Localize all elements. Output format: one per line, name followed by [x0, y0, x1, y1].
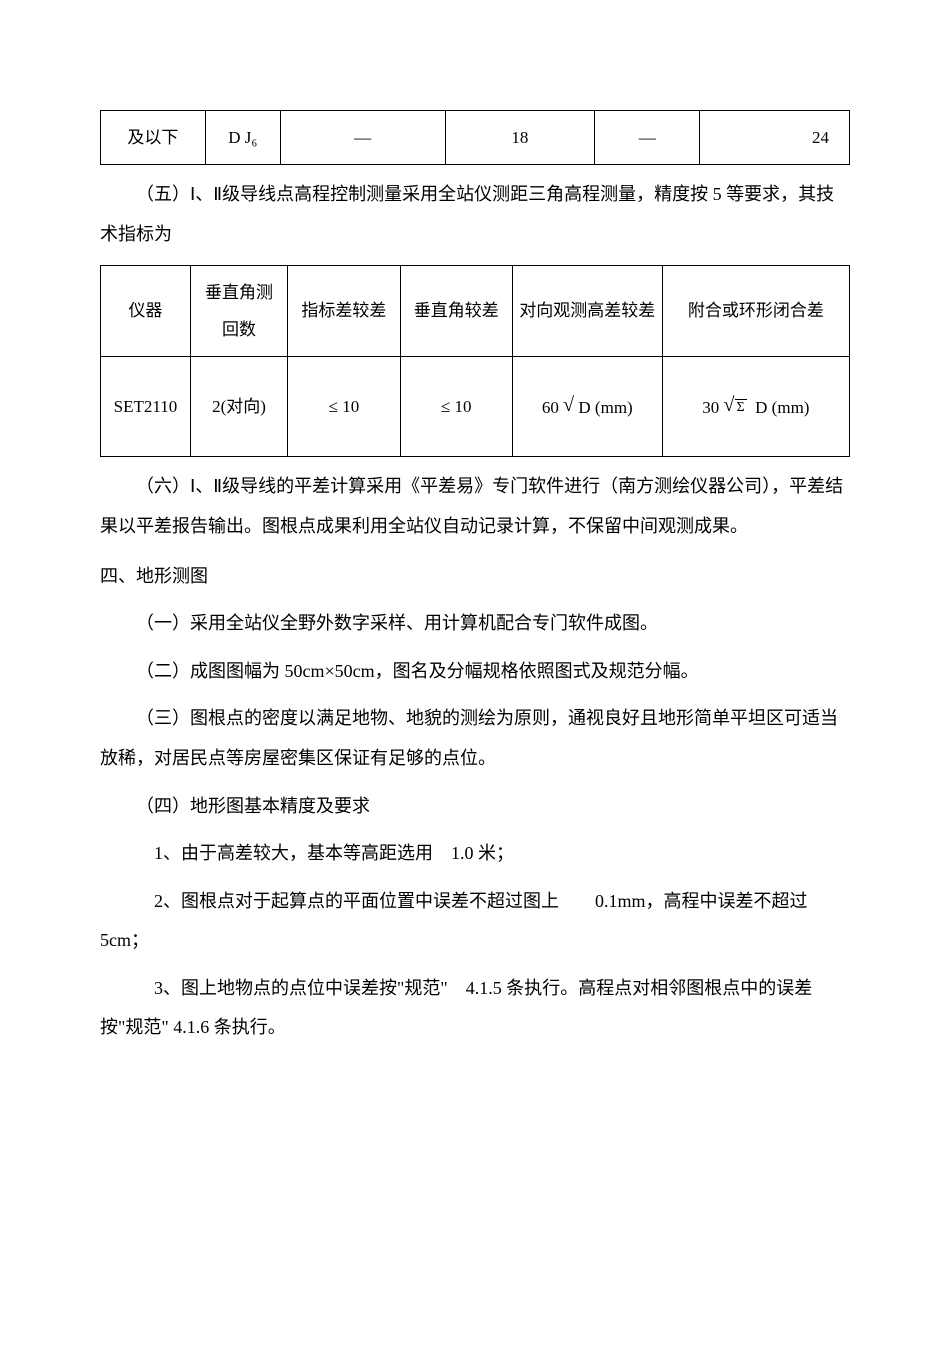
cell-val1: — — [280, 111, 445, 165]
paragraph-4-3: （三）图根点的密度以满足地物、地貌的测绘为原则，通视良好且地形简单平坦区可适当放… — [100, 699, 850, 778]
cell-val4: 24 — [700, 111, 850, 165]
table-row: 及以下 D J₆ — 18 — 24 — [101, 111, 850, 165]
cell-rounds: 2(对向) — [190, 357, 287, 457]
cell-index-diff: ≤ 10 — [288, 357, 400, 457]
item-1: 1、由于高差较大，基本等高距选用 1.0 米； — [100, 834, 850, 874]
sqrt-icon: √ — [563, 394, 574, 416]
cell-vert-diff: ≤ 10 — [400, 357, 512, 457]
table-tech-spec: 仪器 垂直角测回数 指标差较差 垂直角较差 对向观测高差较差 附合或环形闭合差 … — [100, 265, 850, 458]
paragraph-4-1: （一）采用全站仪全野外数字采样、用计算机配合专门软件成图。 — [100, 604, 850, 644]
header-index: 指标差较差 — [288, 265, 400, 357]
header-instrument: 仪器 — [101, 265, 191, 357]
item-2: 2、图根点对于起算点的平面位置中误差不超过图上 0.1mm，高程中误差不超过 5… — [100, 882, 850, 961]
header-obs: 对向观测高差较差 — [512, 265, 662, 357]
close-unit: D (mm) — [755, 398, 809, 417]
paragraph-4-2: （二）成图图幅为 50cm×50cm，图名及分幅规格依照图式及规范分幅。 — [100, 652, 850, 692]
paragraph-five: （五）Ⅰ、Ⅱ级导线点高程控制测量采用全站仪测距三角高程测量，精度按 5 等要求，… — [100, 175, 850, 254]
close-prefix: 30 — [702, 398, 719, 417]
paragraph-six: （六）Ⅰ、Ⅱ级导线的平差计算采用《平差易》专门软件进行（南方测绘仪器公司），平差… — [100, 467, 850, 546]
cell-instrument-name: SET2110 — [101, 357, 191, 457]
cell-close-diff: 30 √Σ D (mm) — [662, 357, 849, 457]
obs-unit: D (mm) — [578, 398, 632, 417]
table-data-row: SET2110 2(对向) ≤ 10 ≤ 10 60 √ D (mm) 30 √… — [101, 357, 850, 457]
item-3: 3、图上地物点的点位中误差按"规范" 4.1.5 条执行。高程点对相邻图根点中的… — [100, 969, 850, 1048]
table-grade-spec: 及以下 D J₆ — 18 — 24 — [100, 110, 850, 165]
paragraph-4-4: （四）地形图基本精度及要求 — [100, 787, 850, 827]
obs-prefix: 60 — [542, 398, 559, 417]
cell-val2: 18 — [445, 111, 595, 165]
table-header-row: 仪器 垂直角测回数 指标差较差 垂直角较差 对向观测高差较差 附合或环形闭合差 — [101, 265, 850, 357]
header-close: 附合或环形闭合差 — [662, 265, 849, 357]
sqrt-sigma-icon: √Σ — [724, 383, 747, 427]
header-vert: 垂直角较差 — [400, 265, 512, 357]
section-four-title: 四、地形测图 — [100, 557, 850, 597]
cell-grade: 及以下 — [101, 111, 206, 165]
cell-obs-diff: 60 √ D (mm) — [512, 357, 662, 457]
header-rounds: 垂直角测回数 — [190, 265, 287, 357]
cell-instrument: D J₆ — [205, 111, 280, 165]
cell-val3: — — [595, 111, 700, 165]
